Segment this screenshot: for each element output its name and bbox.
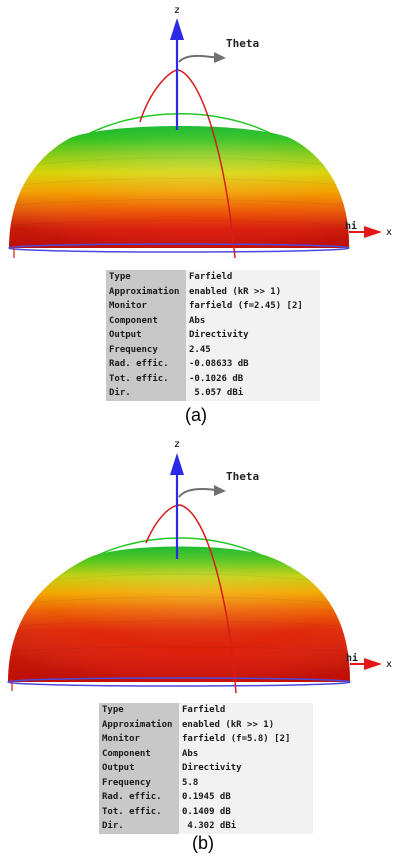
info-row: Output Directivity	[99, 761, 313, 776]
info-key: Type	[99, 703, 179, 718]
farfield-panel-b: z x Theta hi Type Farfield Approximation en…	[0, 431, 393, 862]
base-ellipse-b	[7, 677, 351, 687]
z-axis-arrow-b	[170, 453, 184, 475]
info-value: 0.1409 dB	[179, 804, 313, 819]
caption-b: (b)	[192, 833, 214, 853]
info-row: Output Directivity	[106, 328, 320, 343]
info-row: Monitor farfield (f=5.8) [2]	[99, 732, 313, 747]
info-value: farfield (f=2.45) [2]	[186, 299, 320, 314]
info-value: farfield (f=5.8) [2]	[179, 732, 313, 747]
info-key: Component	[99, 746, 179, 761]
info-row: Frequency 5.8	[99, 775, 313, 790]
z-axis-label-a: z	[174, 5, 180, 16]
info-row: Rad. effic. 0.1945 dB	[99, 790, 313, 805]
info-row: Type Farfield	[99, 703, 313, 718]
info-value: -0.08633 dB	[186, 357, 320, 372]
info-value: Directivity	[186, 328, 320, 343]
info-row: Approximation enabled (kR >> 1)	[99, 717, 313, 732]
farfield-panel-a: z x Theta hi Type Farfield Approximation en…	[8, 5, 392, 425]
info-row: Approximation enabled (kR >> 1)	[106, 284, 320, 299]
info-value: -0.1026 dB	[186, 371, 320, 386]
x-axis-label-b: x	[386, 659, 392, 670]
info-value: 2.45	[186, 342, 320, 357]
info-key: Dir.	[99, 819, 179, 834]
info-row: Type Farfield	[106, 270, 320, 285]
info-table-b: Type Farfield Approximation enabled (kR >> …	[99, 703, 313, 834]
info-row: Component Abs	[106, 313, 320, 328]
info-row: Dir. 5.057 dBi	[106, 386, 320, 401]
meridian-arc-b	[145, 504, 237, 694]
info-value: Farfield	[179, 703, 313, 718]
info-row: Rad. effic. -0.08633 dB	[106, 357, 320, 372]
x-axis-label-a: x	[386, 227, 392, 238]
info-row: Frequency 2.45	[106, 342, 320, 357]
info-row: Tot. effic. 0.1409 dB	[99, 804, 313, 819]
info-value: 4.302 dBi	[179, 819, 313, 834]
info-key: Monitor	[106, 299, 186, 314]
info-value: Abs	[179, 746, 313, 761]
theta-label-b: Theta	[226, 470, 259, 483]
caption-a: (a)	[185, 405, 207, 425]
info-row: Component Abs	[99, 746, 313, 761]
info-row: Monitor farfield (f=2.45) [2]	[106, 299, 320, 314]
info-key: Tot. effic.	[106, 371, 186, 386]
info-value: 5.8	[179, 775, 313, 790]
farfield-plot-b: z x Theta hi	[7, 439, 392, 694]
x-axis-arrow-a	[364, 226, 382, 238]
info-row: Tot. effic. -0.1026 dB	[106, 371, 320, 386]
info-key: Rad. effic.	[99, 790, 179, 805]
theta-arc-a	[178, 54, 221, 63]
info-row: Dir. 4.302 dBi	[99, 819, 313, 834]
info-key: Output	[99, 761, 179, 776]
info-table-a: Type Farfield Approximation enabled (kR >> …	[106, 270, 320, 401]
theta-label-a: Theta	[226, 37, 259, 50]
info-key: Tot. effic.	[99, 804, 179, 819]
phi-label-b: hi	[346, 652, 358, 664]
info-value: 5.057 dBi	[186, 386, 320, 401]
info-key: Component	[106, 313, 186, 328]
x-axis-arrow-b	[364, 658, 382, 670]
info-value: Abs	[186, 313, 320, 328]
z-axis-arrow-a	[170, 18, 184, 40]
theta-arc-b	[178, 487, 221, 498]
info-value: enabled (kR >> 1)	[186, 284, 320, 299]
info-value: Directivity	[179, 761, 313, 776]
info-key: Output	[106, 328, 186, 343]
info-value: 0.1945 dB	[179, 790, 313, 805]
info-value: enabled (kR >> 1)	[179, 717, 313, 732]
info-key: Approximation	[106, 284, 186, 299]
info-key: Monitor	[99, 732, 179, 747]
info-key: Frequency	[106, 342, 186, 357]
phi-label-a: hi	[345, 220, 357, 232]
info-key: Rad. effic.	[106, 357, 186, 372]
info-key: Dir.	[106, 386, 186, 401]
info-key: Approximation	[99, 717, 179, 732]
meridian-arc-a	[139, 69, 236, 259]
info-key: Frequency	[99, 775, 179, 790]
farfield-plot-a: z x Theta hi	[8, 5, 392, 259]
info-key: Type	[106, 270, 186, 285]
base-ellipse-a	[8, 243, 350, 253]
info-value: Farfield	[186, 270, 320, 285]
z-axis-label-b: z	[174, 439, 180, 450]
